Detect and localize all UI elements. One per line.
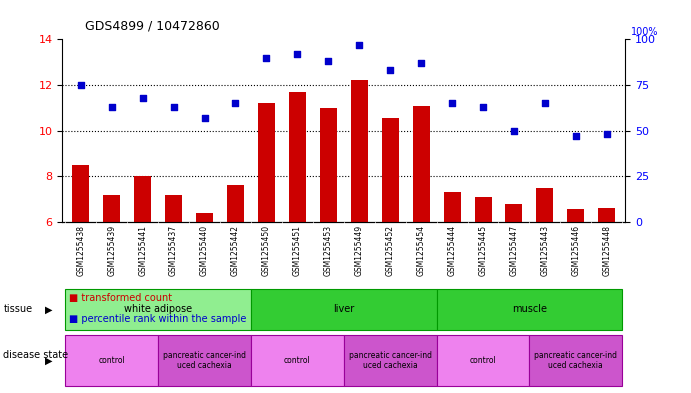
Bar <box>343 335 437 386</box>
Text: GSM1255448: GSM1255448 <box>603 225 612 276</box>
Bar <box>475 197 491 222</box>
Text: GSM1255451: GSM1255451 <box>293 225 302 276</box>
Point <box>106 104 117 110</box>
Point <box>261 55 272 61</box>
Point <box>601 131 612 138</box>
Text: GSM1255437: GSM1255437 <box>169 225 178 276</box>
Text: ▶: ▶ <box>45 305 53 314</box>
Point <box>415 60 426 66</box>
Text: GSM1255445: GSM1255445 <box>478 225 488 276</box>
Bar <box>437 289 623 330</box>
Text: control: control <box>470 356 496 365</box>
Bar <box>413 106 430 222</box>
Text: control: control <box>284 356 311 365</box>
Text: pancreatic cancer-ind
uced cachexia: pancreatic cancer-ind uced cachexia <box>163 351 246 370</box>
Text: GDS4899 / 10472860: GDS4899 / 10472860 <box>84 20 220 33</box>
Text: GSM1255442: GSM1255442 <box>231 225 240 276</box>
Text: ■ transformed count: ■ transformed count <box>69 293 172 303</box>
Text: pancreatic cancer-ind
uced cachexia: pancreatic cancer-ind uced cachexia <box>534 351 617 370</box>
Text: GSM1255439: GSM1255439 <box>107 225 116 276</box>
Text: pancreatic cancer-ind
uced cachexia: pancreatic cancer-ind uced cachexia <box>349 351 432 370</box>
Text: muscle: muscle <box>512 305 547 314</box>
Bar <box>444 192 461 222</box>
Text: GSM1255446: GSM1255446 <box>571 225 580 276</box>
Bar <box>158 335 251 386</box>
Bar <box>251 335 343 386</box>
Bar <box>73 165 89 222</box>
Point <box>75 82 86 88</box>
Point <box>570 133 581 139</box>
Text: GSM1255441: GSM1255441 <box>138 225 147 276</box>
Bar <box>536 188 553 222</box>
Text: control: control <box>98 356 125 365</box>
Bar <box>351 81 368 222</box>
Bar <box>134 176 151 222</box>
Text: disease state: disease state <box>3 350 68 360</box>
Point <box>385 67 396 73</box>
Point <box>477 104 489 110</box>
Point <box>509 127 520 134</box>
Text: ■ percentile rank within the sample: ■ percentile rank within the sample <box>69 314 247 324</box>
Bar <box>505 204 522 222</box>
Bar <box>567 209 585 222</box>
Point <box>230 100 241 107</box>
Bar <box>65 335 158 386</box>
Text: GSM1255450: GSM1255450 <box>262 225 271 276</box>
Text: GSM1255454: GSM1255454 <box>417 225 426 276</box>
Bar <box>258 103 275 222</box>
Text: white adipose: white adipose <box>124 305 192 314</box>
Text: GSM1255440: GSM1255440 <box>200 225 209 276</box>
Bar <box>381 118 399 222</box>
Point <box>540 100 551 107</box>
Text: GSM1255447: GSM1255447 <box>509 225 518 276</box>
Bar <box>103 195 120 222</box>
Bar <box>196 213 213 222</box>
Text: ▶: ▶ <box>45 356 53 365</box>
Bar <box>227 185 244 222</box>
Point <box>168 104 179 110</box>
Text: GSM1255449: GSM1255449 <box>354 225 363 276</box>
Text: tissue: tissue <box>3 305 32 314</box>
Bar <box>598 208 615 222</box>
Point <box>137 95 148 101</box>
Bar <box>65 289 251 330</box>
Text: GSM1255453: GSM1255453 <box>324 225 333 276</box>
Bar <box>529 335 623 386</box>
Bar <box>289 92 306 222</box>
Point <box>199 115 210 121</box>
Text: 100%: 100% <box>631 26 659 37</box>
Bar <box>165 195 182 222</box>
Bar <box>437 335 529 386</box>
Point <box>446 100 457 107</box>
Text: GSM1255443: GSM1255443 <box>540 225 549 276</box>
Bar <box>251 289 437 330</box>
Point <box>354 42 365 48</box>
Point <box>292 51 303 57</box>
Text: GSM1255438: GSM1255438 <box>76 225 85 276</box>
Text: GSM1255452: GSM1255452 <box>386 225 395 276</box>
Text: liver: liver <box>333 305 354 314</box>
Text: GSM1255444: GSM1255444 <box>448 225 457 276</box>
Point <box>323 58 334 64</box>
Bar <box>320 108 337 222</box>
